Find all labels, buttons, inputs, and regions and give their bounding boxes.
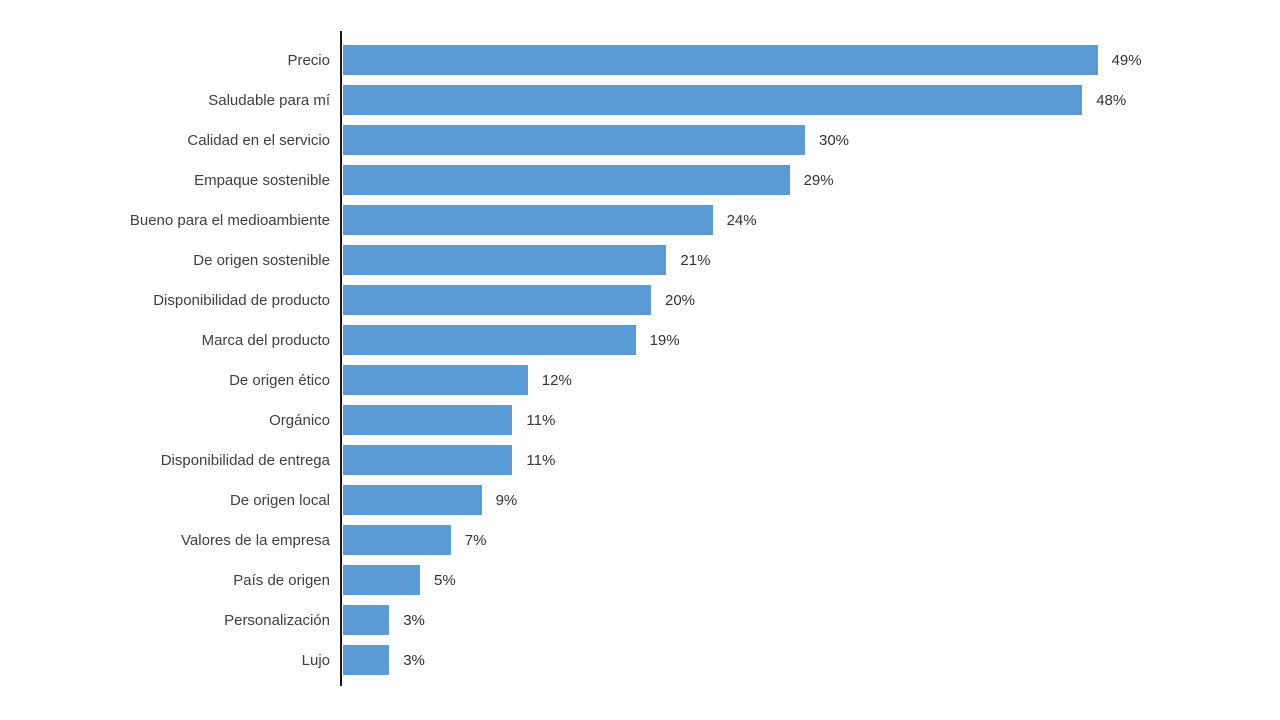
value-label: 29% [803, 171, 834, 189]
category-label: País de origen [233, 571, 330, 589]
bar-area: 21% [343, 245, 710, 275]
category-label: Lujo [301, 651, 330, 669]
chart-row: Calidad en el servicio 30% [0, 120, 1280, 160]
value-label: 20% [665, 291, 696, 309]
bar [343, 445, 513, 475]
value-label: 3% [403, 611, 425, 629]
bar-area: 24% [343, 205, 757, 235]
chart-row: Orgánico 11% [0, 400, 1280, 440]
chart-rows: Precio 49% Saludable para mí 48% Calidad… [0, 40, 1280, 680]
chart-row: Valores de la empresa 7% [0, 520, 1280, 560]
bar [343, 365, 528, 395]
value-label: 24% [726, 211, 757, 229]
value-label: 12% [541, 371, 572, 389]
bar-area: 48% [343, 85, 1126, 115]
bar-area: 30% [343, 125, 849, 155]
category-label: Empaque sostenible [194, 171, 330, 189]
chart-row: Disponibilidad de producto 20% [0, 280, 1280, 320]
chart-row: Marca del producto 19% [0, 320, 1280, 360]
value-label: 7% [464, 531, 487, 549]
bar-area: 11% [343, 405, 555, 435]
bar-area: 3% [343, 605, 425, 635]
bar-area: 29% [343, 165, 834, 195]
value-label: 3% [403, 651, 425, 669]
bar [343, 245, 667, 275]
category-label: Calidad en el servicio [187, 131, 330, 149]
chart-row: De origen sostenible 21% [0, 240, 1280, 280]
bar-area: 12% [343, 365, 572, 395]
chart-row: De origen local 9% [0, 480, 1280, 520]
bar-area: 19% [343, 325, 680, 355]
bar [343, 285, 651, 315]
category-label: Bueno para el medioambiente [129, 211, 330, 229]
value-label: 49% [1111, 51, 1142, 69]
value-label: 30% [819, 131, 850, 149]
bar [343, 85, 1083, 115]
category-label: Saludable para mí [208, 91, 330, 109]
bar [343, 165, 790, 195]
value-label: 11% [526, 451, 556, 469]
bar-area: 11% [343, 445, 555, 475]
chart-row: Empaque sostenible 29% [0, 160, 1280, 200]
bar-area: 5% [343, 565, 456, 595]
bar [343, 405, 513, 435]
value-label: 9% [495, 491, 518, 509]
category-label: Valores de la empresa [181, 531, 330, 549]
bar-area: 49% [343, 45, 1142, 75]
value-label: 19% [649, 331, 680, 349]
chart-row: Personalización 3% [0, 600, 1280, 640]
bar [343, 525, 451, 555]
bar [343, 45, 1098, 75]
chart-row: Lujo 3% [0, 640, 1280, 680]
value-label: 21% [680, 251, 711, 269]
bar [343, 565, 420, 595]
category-label: Disponibilidad de producto [153, 291, 330, 309]
value-label: 5% [434, 571, 456, 589]
category-label: Precio [287, 51, 330, 69]
bar [343, 325, 636, 355]
bar-area: 20% [343, 285, 695, 315]
bar [343, 125, 805, 155]
chart-row: País de origen 5% [0, 560, 1280, 600]
y-axis-line [340, 31, 342, 686]
category-label: Marca del producto [201, 331, 330, 349]
chart-row: Precio 49% [0, 40, 1280, 80]
bar [343, 645, 390, 675]
bar [343, 205, 713, 235]
chart-row: De origen ético 12% [0, 360, 1280, 400]
category-label: De origen ético [229, 371, 330, 389]
value-label: 11% [526, 411, 556, 429]
chart-row: Disponibilidad de entrega 11% [0, 440, 1280, 480]
bar [343, 485, 482, 515]
category-label: De origen local [229, 491, 330, 509]
chart-row: Saludable para mí 48% [0, 80, 1280, 120]
category-label: Personalización [224, 611, 330, 629]
category-label: Orgánico [269, 411, 330, 429]
bar-area: 3% [343, 645, 425, 675]
bar-area: 7% [343, 525, 486, 555]
category-label: De origen sostenible [193, 251, 330, 269]
chart-row: Bueno para el medioambiente 24% [0, 200, 1280, 240]
bar-area: 9% [343, 485, 517, 515]
bar [343, 605, 390, 635]
value-label: 48% [1096, 91, 1127, 109]
category-label: Disponibilidad de entrega [160, 451, 330, 469]
